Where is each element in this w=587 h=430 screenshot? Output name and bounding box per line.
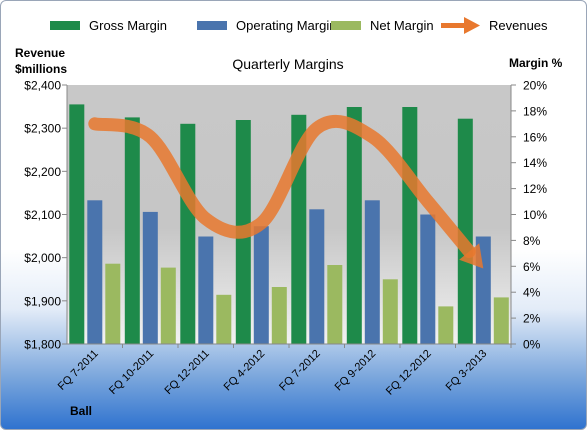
footer-label: Ball (70, 404, 92, 418)
bar-gross-margin-3 (180, 123, 196, 344)
left-axis-label-line1: Revenue (15, 46, 65, 60)
legend: Gross Margin Operating Margin Net Margin… (50, 17, 548, 34)
bar-gross-margin-8 (457, 118, 473, 344)
legend-swatch-gross-margin (50, 21, 80, 30)
legend-label-gross-margin: Gross Margin (89, 18, 167, 33)
left-axis-tick-label: $2,300 (24, 122, 61, 136)
legend-label-revenues: Revenues (489, 18, 548, 33)
bar-gross-margin-7 (402, 107, 418, 344)
legend-label-net-margin: Net Margin (370, 18, 434, 33)
bar-net-margin-7 (438, 306, 454, 344)
left-axis-tick-label: $2,200 (24, 165, 61, 179)
left-axis-tick-label: $1,900 (24, 294, 61, 308)
x-axis-category-label: FQ 3-2013 (444, 348, 490, 394)
left-axis-tick-label: $2,400 (24, 79, 61, 93)
x-axis-category-label: FQ 10-2011 (107, 348, 156, 397)
bar-net-margin-3 (216, 294, 232, 344)
x-axis-category-label: FQ 12-2011 (162, 348, 211, 397)
left-axis-tick-label: $2,000 (24, 251, 61, 265)
legend-swatch-operating-margin (197, 21, 227, 30)
bar-net-margin-8 (493, 297, 509, 344)
bar-net-margin-5 (327, 265, 343, 344)
right-axis-tick-label: 18% (523, 104, 547, 118)
x-axis-category-label: FQ 7-2012 (277, 348, 323, 394)
right-axis-tick-label: 12% (523, 182, 547, 196)
revenue-trend-line (88, 114, 476, 258)
left-axis-tick-label: $1,800 (24, 338, 61, 352)
bar-operating-margin-1 (87, 200, 103, 344)
right-axis-tick-label: 16% (523, 130, 547, 144)
revenue-arrow-layer (88, 114, 484, 269)
bar-net-margin-6 (382, 279, 398, 345)
x-axis-category-label: FQ 7-2011 (56, 348, 101, 393)
x-axis-category-label: FQ 9-2012 (333, 348, 379, 394)
right-axis-tick-label: 20% (523, 79, 547, 93)
bar-operating-margin-5 (309, 209, 325, 344)
legend-arrow-revenues-icon (441, 17, 480, 34)
bar-gross-margin-6 (346, 107, 362, 344)
right-axis-tick-label: 14% (523, 156, 547, 170)
left-axis-tick-label: $2,100 (24, 208, 61, 222)
right-axis-tick-label: 0% (523, 338, 541, 352)
right-axis-tick-label: 8% (523, 234, 541, 248)
bar-operating-margin-2 (142, 211, 158, 344)
bar-net-margin-2 (160, 267, 176, 344)
right-axis-tick-label: 10% (523, 208, 547, 222)
bar-net-margin-1 (105, 263, 121, 344)
right-axis-tick-label: 2% (523, 312, 541, 326)
left-axis-label-line2: $millions (15, 62, 67, 76)
revenue-arrow-head (459, 243, 484, 269)
x-axis-category-label: FQ 4-2012 (222, 348, 268, 394)
bar-net-margin-4 (271, 287, 287, 344)
x-axis-category-label: FQ 12-2012 (384, 348, 434, 398)
legend-label-operating-margin: Operating Margin (236, 18, 336, 33)
bar-operating-margin-3 (198, 236, 214, 344)
right-axis-tick-label: 6% (523, 260, 541, 274)
bar-gross-margin-2 (124, 117, 140, 345)
right-axis-label: Margin % (509, 56, 563, 70)
bar-operating-margin-6 (364, 200, 380, 344)
legend-swatch-net-margin (331, 21, 361, 30)
bar-operating-margin-4 (253, 226, 269, 344)
bar-operating-margin-7 (420, 214, 436, 344)
bar-gross-margin-1 (69, 104, 85, 345)
right-axis-tick-label: 4% (523, 286, 541, 300)
chart-title: Quarterly Margins (232, 56, 343, 72)
